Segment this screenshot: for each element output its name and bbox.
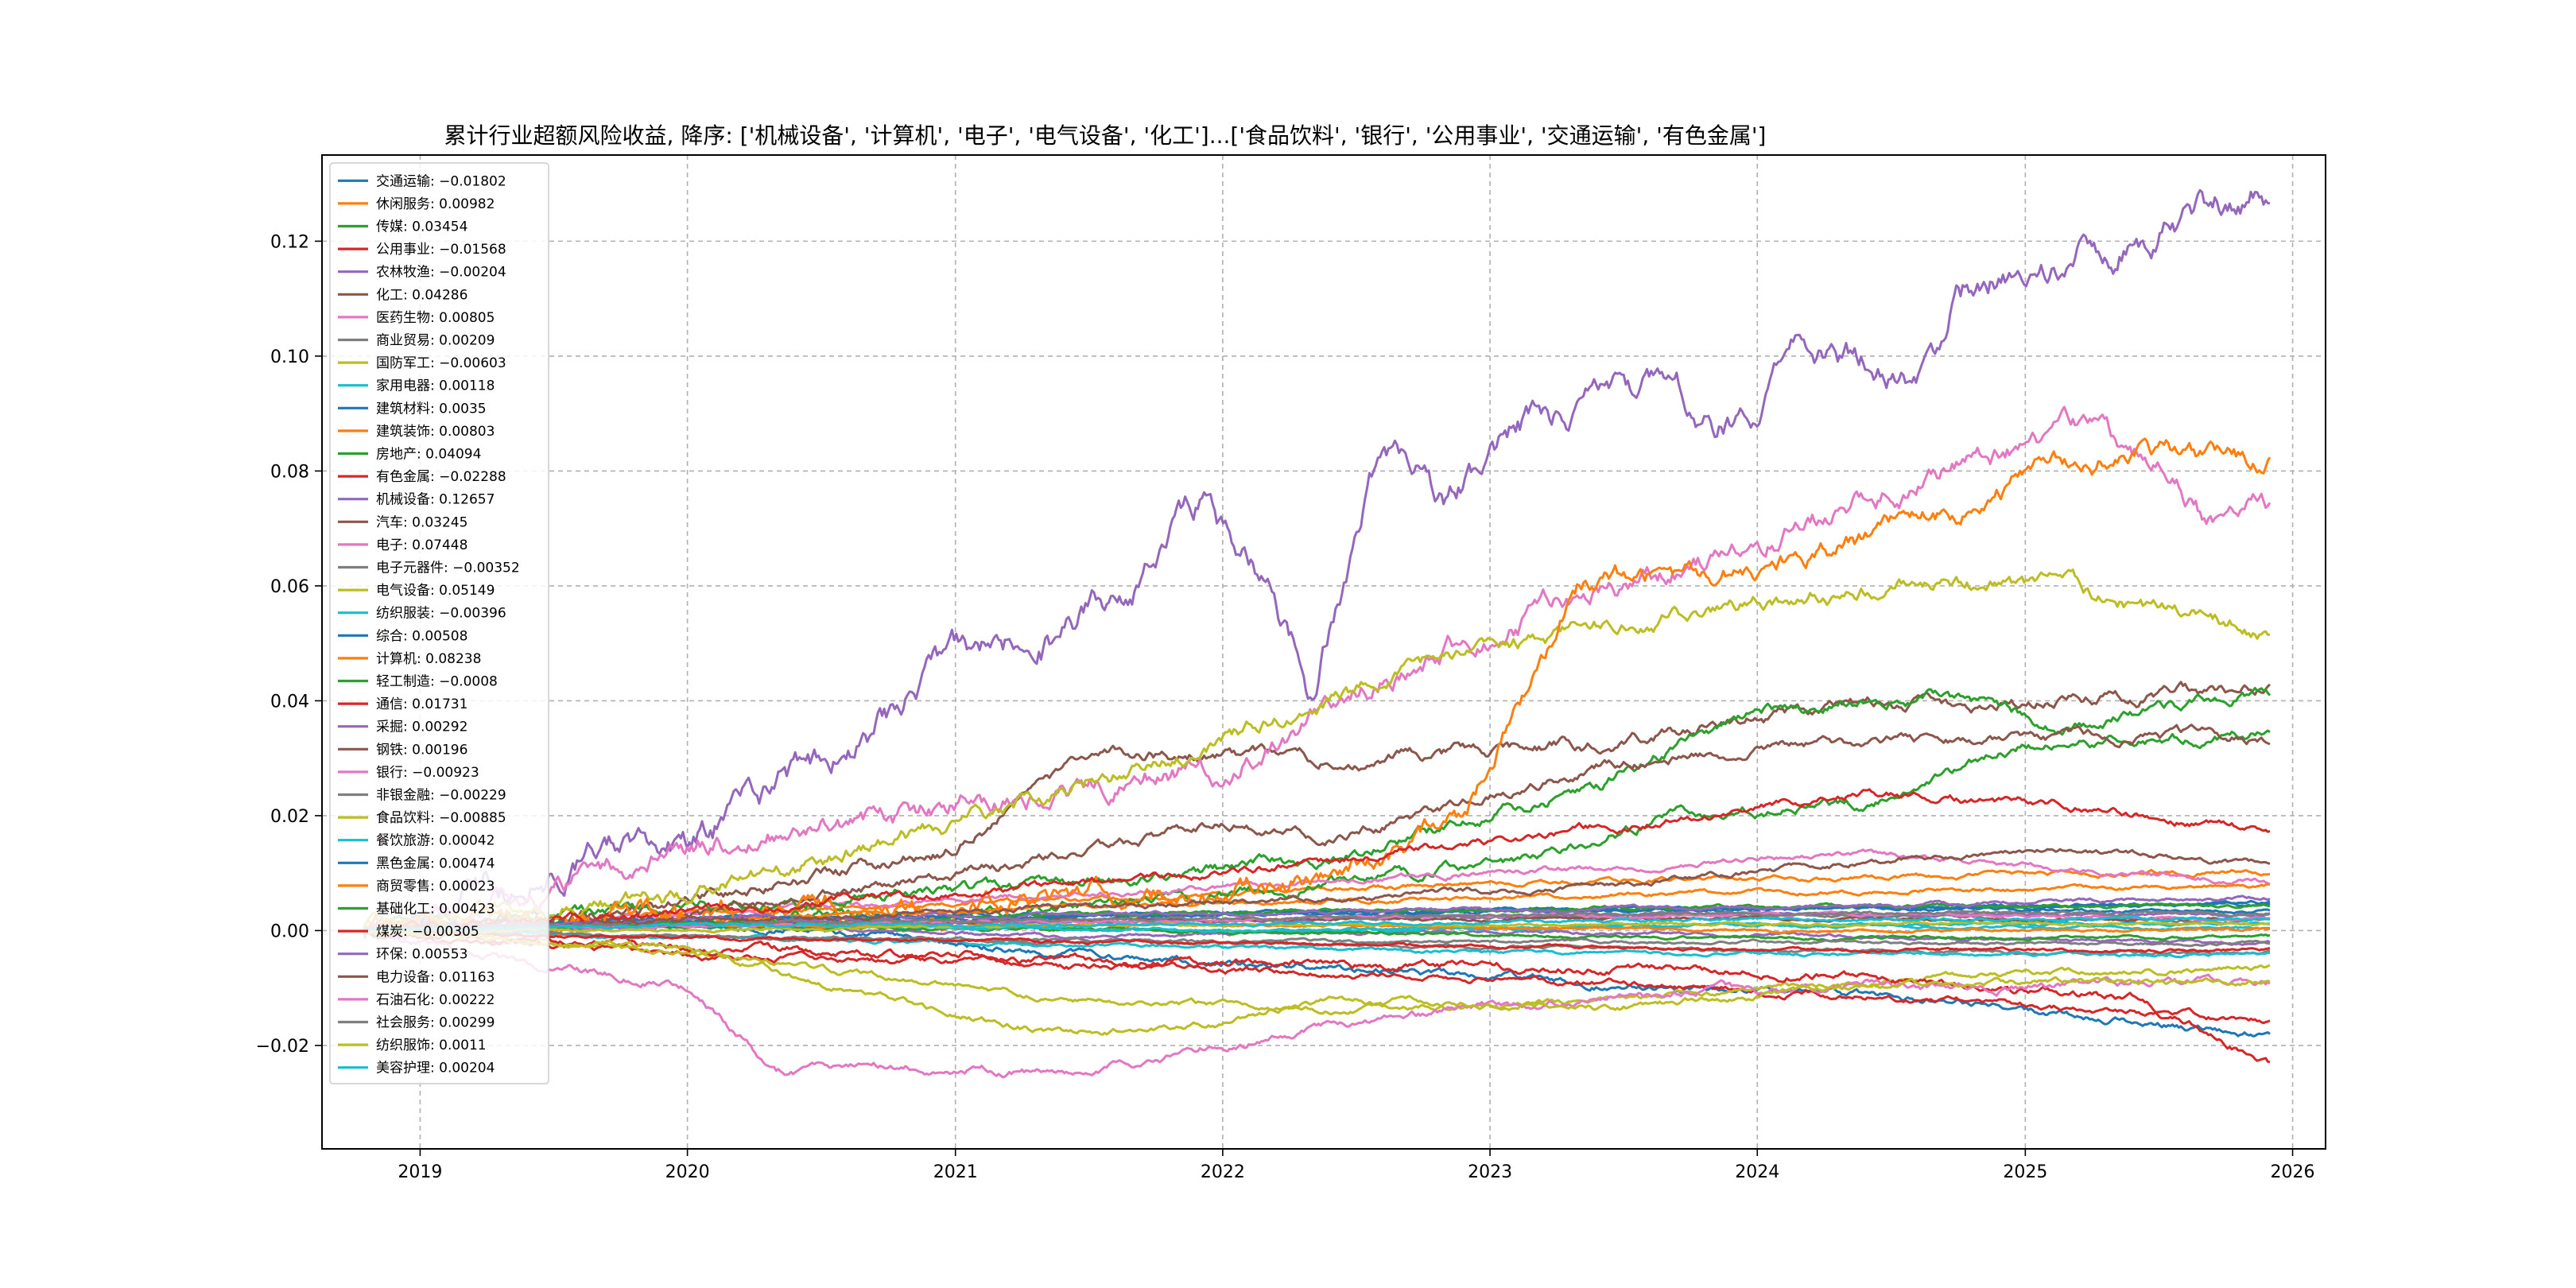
legend-entry: 商业贸易: 0.00209 (376, 333, 495, 349)
legend-entry: 环保: 0.00553 (376, 947, 467, 963)
series-line (362, 188, 2271, 939)
legend-entry: 休闲服务: 0.00982 (376, 196, 495, 212)
legend-entry: 计算机: 0.08238 (376, 651, 481, 667)
y-axis-ticks: −0.02 0.00 0.02 0.04 0.06 0.08 0.10 0.12 (256, 232, 322, 1057)
legend-entry: 电子: 0.07448 (376, 537, 467, 553)
y-tick-label: 0.08 (270, 462, 309, 482)
x-tick-label: 2023 (1468, 1162, 1512, 1182)
x-tick-label: 2019 (398, 1162, 442, 1182)
chart-title: 累计行业超额风险收益, 降序: ['机械设备', '计算机', '电子', '电… (444, 122, 1767, 149)
legend-entry: 纺织服饰: 0.0011 (376, 1038, 487, 1053)
legend: 交通运输: −0.01802 休闲服务: 0.00982 传媒: 0.03454 公用… (329, 162, 549, 1084)
legend-entry: 国防军工: −0.00603 (376, 355, 506, 371)
x-axis-ticks: 2019 2020 2021 2022 2023 2024 2025 2026 (398, 1149, 2315, 1182)
series-line (363, 923, 2271, 943)
legend-entry: 石油石化: 0.00222 (376, 992, 495, 1008)
series-lines (362, 188, 2271, 1079)
series-line (363, 915, 2271, 933)
y-tick-label: −0.02 (256, 1037, 309, 1057)
y-tick-label: 0.04 (270, 692, 309, 712)
legend-entry: 煤炭: −0.00305 (376, 924, 479, 940)
series-line (362, 929, 2271, 1079)
legend-entry: 纺织服装: −0.00396 (376, 606, 506, 622)
legend-entry: 银行: −0.00923 (376, 765, 479, 781)
legend-entry: 综合: 0.00508 (376, 628, 467, 644)
legend-entry: 采掘: 0.00292 (376, 720, 467, 735)
legend-entry: 电力设备: 0.01163 (376, 969, 495, 985)
series-line (363, 910, 2271, 934)
series-line (363, 788, 2271, 933)
legend-entry: 餐饮旅游: 0.00042 (376, 833, 495, 849)
x-tick-label: 2022 (1201, 1162, 1245, 1182)
series-line (362, 928, 2271, 1016)
x-tick-label: 2021 (933, 1162, 978, 1182)
series-line (362, 568, 2271, 932)
series-line (363, 926, 2271, 1036)
legend-entry: 房地产: 0.04094 (376, 447, 481, 463)
legend-entry: 医药生物: 0.00805 (376, 310, 495, 326)
y-tick-label: 0.10 (270, 347, 309, 367)
legend-entry: 基础化工: 0.00423 (376, 902, 495, 918)
series-line (363, 681, 2271, 941)
legend-entry: 汽车: 0.03245 (376, 514, 467, 530)
legend-entry: 化工: 0.04286 (376, 287, 467, 303)
x-tick-label: 2025 (2003, 1162, 2047, 1182)
series-line (363, 921, 2271, 934)
x-tick-label: 2024 (1735, 1162, 1779, 1182)
legend-entry: 黑色金属: 0.00474 (376, 855, 495, 871)
legend-entry: 商贸零售: 0.00023 (376, 879, 495, 894)
legend-entry: 通信: 0.01731 (376, 696, 467, 712)
legend-entry: 传媒: 0.03454 (376, 219, 467, 235)
legend-entry: 轻工制造: −0.0008 (376, 674, 498, 690)
legend-entry: 电气设备: 0.05149 (376, 583, 495, 599)
legend-entry: 家用电器: 0.00118 (376, 378, 495, 394)
legend-entry: 交通运输: −0.01802 (376, 173, 506, 189)
y-tick-label: 0.02 (270, 807, 309, 827)
x-tick-label: 2020 (665, 1162, 710, 1182)
legend-entry: 农林牧渔: −0.00204 (376, 265, 506, 281)
y-tick-label: 0.12 (270, 232, 309, 252)
legend-entry: 美容护理: 0.00204 (376, 1061, 495, 1077)
plot-frame (321, 154, 2326, 1150)
series-line (362, 928, 2271, 1064)
y-tick-label: 0.06 (270, 577, 309, 597)
legend-entry: 钢铁: 0.00196 (376, 742, 467, 758)
x-tick-label: 2026 (2271, 1162, 2315, 1182)
legend-entry: 建筑装饰: 0.00803 (376, 424, 495, 440)
legend-entry: 机械设备: 0.12657 (376, 492, 495, 508)
legend-entry: 公用事业: −0.01568 (376, 242, 506, 258)
legend-entry: 有色金属: −0.02288 (376, 469, 506, 485)
series-line (362, 437, 2271, 936)
series-line (362, 848, 2271, 934)
legend-entry: 建筑材料: 0.0035 (376, 401, 487, 417)
legend-entry: 社会服务: 0.00299 (376, 1015, 495, 1031)
series-line (363, 928, 2271, 954)
legend-entry: 电子元器件: −0.00352 (376, 561, 520, 576)
legend-box (329, 162, 549, 1084)
legend-entry: 非银金融: −0.00229 (376, 788, 506, 804)
y-tick-label: 0.00 (270, 921, 309, 941)
series-line (362, 686, 2271, 934)
legend-entry: 食品饮料: −0.00885 (376, 810, 506, 826)
